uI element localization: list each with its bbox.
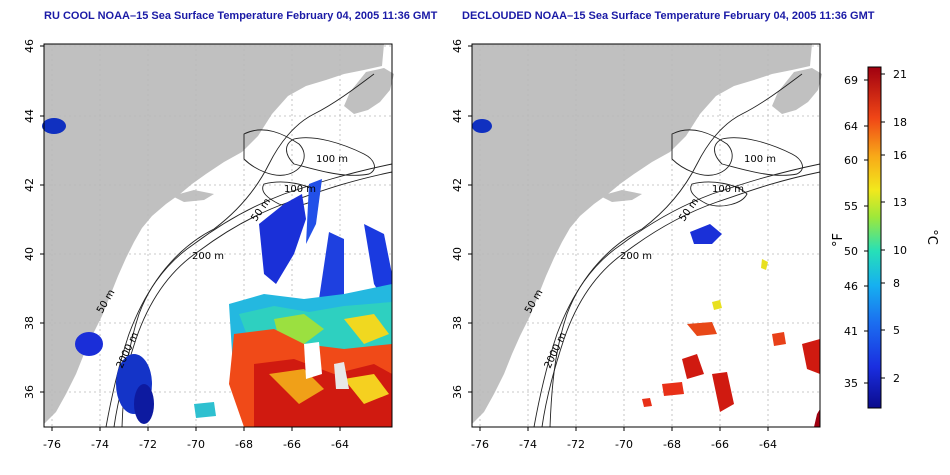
c-tick: 5	[893, 324, 900, 337]
f-tick: 55	[844, 200, 858, 213]
left-x-tick: -68	[235, 438, 253, 451]
right-axes: -76 -74 -72 -70 -68 -66 -64 36 38 40 42 …	[451, 39, 777, 451]
colorbar-gradient	[867, 66, 882, 409]
f-tick: 41	[844, 325, 858, 338]
right-y-tick: 46	[451, 39, 464, 53]
right-label-100m-2: 100 m	[712, 184, 744, 195]
left-y-tick: 40	[23, 247, 36, 261]
right-x-tick: -70	[615, 438, 633, 451]
f-tick: 60	[844, 154, 858, 167]
left-label-100m-2: 100 m	[284, 184, 316, 195]
c-tick: 16	[893, 149, 907, 162]
left-sst-imagery	[42, 118, 392, 427]
left-label-200m: 200 m	[192, 251, 224, 262]
left-x-tick: -72	[139, 438, 157, 451]
left-x-axis: -76 -74 -72 -70 -68 -66 -64	[43, 427, 349, 451]
f-tick: 35	[844, 377, 858, 390]
c-tick: 21	[893, 68, 907, 81]
right-sst-imagery	[472, 119, 820, 427]
right-y-tick: 36	[451, 385, 464, 399]
left-x-tick: -74	[91, 438, 109, 451]
left-map-panel: 100 m 100 m 200 m 50 m 50 m 2000 m	[42, 43, 394, 428]
left-y-tick: 46	[23, 39, 36, 53]
left-axes: -76 -74 -72 -70 -68 -66 -64 36 38 40 42 …	[23, 39, 349, 451]
c-tick: 10	[893, 244, 907, 257]
left-y-tick: 38	[23, 316, 36, 330]
right-x-axis: -76 -74 -72 -70 -68 -66 -64	[471, 427, 777, 451]
left-label-100m: 100 m	[316, 154, 348, 165]
right-map-frame	[471, 43, 821, 428]
left-x-tick: -76	[43, 438, 61, 451]
c-tick: 18	[893, 116, 907, 129]
right-contours	[533, 73, 821, 428]
temperature-colorbar: 69 64 60 55 50 46 41 35 21 18 16 13 10 8…	[831, 66, 939, 409]
colorbar-c-ticks: 21 18 16 13 10 8 5 2	[881, 68, 907, 385]
left-y-tick: 42	[23, 178, 36, 192]
right-x-tick: -76	[471, 438, 489, 451]
left-y-axis: 36 38 40 42 44 46	[23, 39, 44, 399]
f-tick: 64	[844, 120, 858, 133]
right-x-tick: -74	[519, 438, 537, 451]
right-map-panel: 100 m 100 m 200 m 50 m 50 m 2000 m	[471, 43, 822, 428]
right-label-200m: 200 m	[620, 251, 652, 262]
c-tick: 2	[893, 372, 900, 385]
right-x-tick: -68	[663, 438, 681, 451]
right-label-100m: 100 m	[744, 154, 776, 165]
right-y-axis: 36 38 40 42 44 46	[451, 39, 472, 399]
f-tick: 46	[844, 280, 858, 293]
left-x-tick: -64	[331, 438, 349, 451]
right-map-title: DECLOUDED NOAA–15 Sea Surface Temperatur…	[462, 10, 875, 22]
colorbar-f-unit: °F	[831, 233, 846, 247]
right-y-tick: 42	[451, 178, 464, 192]
colorbar-f-ticks: 69 64 60 55 50 46 41 35	[844, 74, 868, 390]
left-y-tick: 44	[23, 109, 36, 123]
right-y-tick: 38	[451, 316, 464, 330]
right-x-tick: -64	[759, 438, 777, 451]
c-tick: 8	[893, 277, 900, 290]
f-tick: 69	[844, 74, 858, 87]
f-tick: 50	[844, 245, 858, 258]
right-x-tick: -72	[567, 438, 585, 451]
right-x-tick: -66	[711, 438, 729, 451]
left-map-title: RU COOL NOAA–15 Sea Surface Temperature …	[44, 10, 438, 22]
right-y-tick: 40	[451, 247, 464, 261]
left-x-tick: -70	[187, 438, 205, 451]
c-tick: 13	[893, 196, 907, 209]
left-y-tick: 36	[23, 385, 36, 399]
left-x-tick: -66	[283, 438, 301, 451]
colorbar-c-unit: °C	[924, 229, 939, 245]
right-y-tick: 44	[451, 109, 464, 123]
left-map-frame	[43, 43, 393, 428]
